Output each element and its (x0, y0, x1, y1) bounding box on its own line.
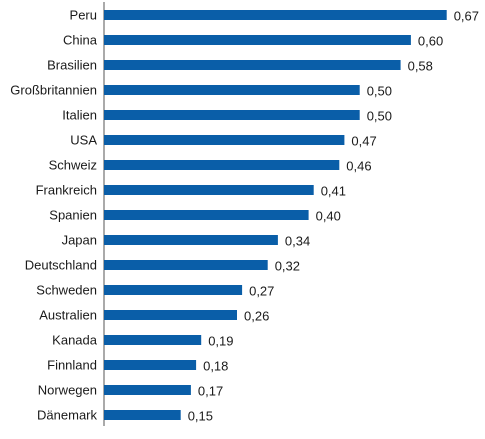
value-label-1: 0,60 (418, 34, 443, 49)
bar-3 (104, 85, 360, 95)
category-label-4: Italien (62, 108, 97, 123)
value-label-14: 0,18 (203, 359, 228, 374)
category-label-9: Japan (62, 233, 97, 248)
bar-1 (104, 35, 411, 45)
category-label-5: USA (70, 133, 97, 148)
value-label-15: 0,17 (198, 384, 223, 399)
category-label-6: Schweiz (49, 158, 97, 173)
category-label-12: Australien (39, 308, 97, 323)
category-label-11: Schweden (36, 283, 97, 298)
value-label-12: 0,26 (244, 309, 269, 324)
value-label-9: 0,34 (285, 234, 310, 249)
value-label-13: 0,19 (208, 334, 233, 349)
category-label-13: Kanada (52, 333, 98, 348)
bar-0 (104, 10, 447, 20)
bars-group (104, 10, 447, 420)
category-label-0: Peru (70, 8, 97, 23)
category-label-1: China (63, 33, 98, 48)
bar-15 (104, 385, 191, 395)
category-label-2: Brasilien (47, 58, 97, 73)
value-label-11: 0,27 (249, 284, 274, 299)
value-label-6: 0,46 (346, 159, 371, 174)
category-label-8: Spanien (49, 208, 97, 223)
category-label-7: Frankreich (36, 183, 97, 198)
value-labels-group: 0,67 0,60 0,58 0,50 0,50 0,47 0,460,41 0,40 0,34… (188, 9, 479, 424)
value-label-5: 0,47 (351, 134, 376, 149)
category-label-14: Finnland (47, 358, 97, 373)
category-label-15: Norwegen (38, 383, 97, 398)
bar-11 (104, 285, 243, 295)
value-label-8: 0,40 (316, 209, 341, 224)
value-label-2: 0,58 (408, 59, 433, 74)
value-label-3: 0,50 (367, 84, 392, 99)
value-label-4: 0,50 (367, 109, 392, 124)
value-label-10: 0,32 (275, 259, 300, 274)
bar-12 (104, 310, 237, 320)
bar-9 (104, 235, 278, 245)
category-label-10: Deutschland (25, 258, 97, 273)
bar-14 (104, 360, 197, 370)
bar-6 (104, 160, 340, 170)
bar-4 (104, 110, 360, 120)
value-label-7: 0,41 (321, 184, 346, 199)
category-label-3: Großbritannien (10, 83, 97, 98)
value-label-16: 0,15 (188, 409, 213, 424)
bar-16 (104, 410, 181, 420)
bar-13 (104, 335, 202, 345)
bar-7 (104, 185, 314, 195)
bar-5 (104, 135, 345, 145)
bar-8 (104, 210, 309, 220)
category-label-16: Dänemark (37, 408, 97, 423)
bar-2 (104, 60, 401, 70)
bar-10 (104, 260, 268, 270)
value-label-0: 0,67 (454, 9, 479, 24)
category-labels-group: Peru China Brasilien Großbritannien Italien U… (10, 8, 97, 423)
